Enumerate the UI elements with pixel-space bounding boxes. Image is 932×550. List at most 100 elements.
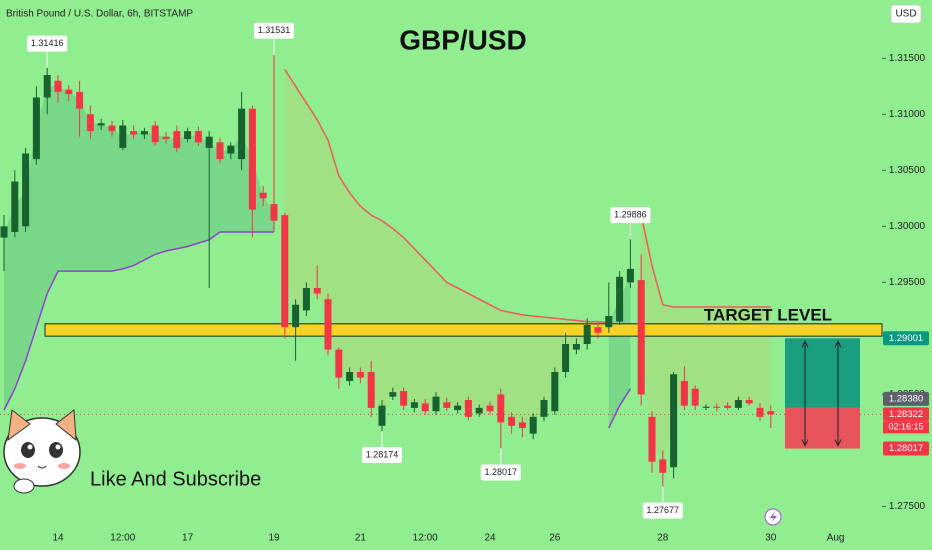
x-tick-label: Aug xyxy=(827,533,845,544)
candle-body xyxy=(767,411,775,415)
candle-body xyxy=(32,97,40,160)
candle-body xyxy=(0,226,8,238)
x-tick-label: 14 xyxy=(52,533,64,544)
callout-box xyxy=(254,22,294,39)
candle-body xyxy=(205,136,213,148)
candle-body xyxy=(302,287,310,311)
candle-body xyxy=(11,181,19,232)
candle-body xyxy=(65,89,73,95)
arrow-head xyxy=(801,439,809,447)
candle-body xyxy=(659,459,667,473)
currency: USD xyxy=(895,9,916,20)
entry-badge: 1.28380 xyxy=(889,393,923,404)
candle-body xyxy=(313,287,321,294)
candle-body xyxy=(400,391,408,406)
candle-body xyxy=(54,80,62,92)
y-tick-label: 1.30000 xyxy=(889,221,926,232)
candle-body xyxy=(486,405,494,412)
candle-body xyxy=(529,416,537,434)
trend-line xyxy=(640,214,771,308)
candle-body xyxy=(119,125,127,148)
candle-body xyxy=(648,416,656,462)
candle-body xyxy=(22,153,30,227)
candle-body xyxy=(184,131,192,139)
candle-body xyxy=(346,372,354,381)
entry-badge-box xyxy=(883,391,929,406)
promo-text: Like And Subscribe xyxy=(90,468,261,490)
callout-label: 1.27677 xyxy=(647,505,680,515)
candle-body xyxy=(43,75,51,98)
callout-label: 1.29886 xyxy=(614,209,647,219)
x-tick-label: 17 xyxy=(182,533,194,544)
candle-body xyxy=(680,380,688,406)
y-tick-label: 1.29500 xyxy=(889,277,926,288)
callout-label: 1.31531 xyxy=(258,25,291,35)
overlay: 1.31416 1.31531 1.28174 1.28017 1.29886 1.276… xyxy=(27,22,929,519)
candle-body xyxy=(605,315,613,328)
candle-body xyxy=(108,125,116,132)
arrow-head xyxy=(801,340,809,348)
candle-body xyxy=(324,299,332,350)
target-badge: 1.29001 xyxy=(889,333,923,344)
candle-body xyxy=(248,108,256,210)
candle-body xyxy=(194,131,202,143)
candle-body xyxy=(140,131,148,135)
x-tick-label: 26 xyxy=(549,533,561,544)
price-badge-box xyxy=(883,407,929,422)
price-badge: 1.28322 xyxy=(889,409,923,420)
callout-box xyxy=(480,464,521,481)
candle-body xyxy=(540,400,548,417)
candle-body xyxy=(421,403,429,412)
target-badge-box xyxy=(883,331,929,346)
chart-title: GBP/USD xyxy=(399,24,527,55)
candle-body xyxy=(518,422,526,429)
x-tick-label: 28 xyxy=(657,533,669,544)
candle-body xyxy=(551,372,559,412)
arrow-head xyxy=(834,439,842,447)
countdown-box xyxy=(883,421,929,434)
countdown: 02:16:15 xyxy=(888,422,923,432)
candle-body xyxy=(508,416,516,426)
candle-body xyxy=(670,374,678,468)
arrow-head xyxy=(834,340,842,348)
candle-body xyxy=(281,215,289,328)
candle-body xyxy=(432,396,440,412)
trend-fill xyxy=(608,275,631,429)
trend-fill xyxy=(4,86,274,411)
candle-body xyxy=(454,405,462,411)
candle-body xyxy=(270,203,278,221)
currency-box[interactable] xyxy=(890,4,922,24)
candle-body xyxy=(475,407,483,414)
candle-body xyxy=(572,343,580,350)
callout-box xyxy=(610,207,651,224)
candle-body xyxy=(335,349,343,378)
x-tick-label: 21 xyxy=(355,533,367,544)
y-tick-label: 1.31000 xyxy=(889,109,926,120)
y-tick-label: 1.30500 xyxy=(889,165,926,176)
candle-body xyxy=(497,394,505,423)
candle-body xyxy=(443,402,451,408)
x-tick-label: 12:00 xyxy=(110,533,135,544)
candle-body xyxy=(151,125,159,143)
candle-body xyxy=(356,372,364,378)
x-tick-label: 12:00 xyxy=(413,533,438,544)
position-loss xyxy=(785,407,860,449)
callout-label: 1.28017 xyxy=(485,467,518,477)
position-profit xyxy=(785,338,860,408)
callout-box xyxy=(642,502,683,519)
candle-body xyxy=(626,268,634,283)
candle-body xyxy=(637,280,645,395)
candle-body xyxy=(238,108,246,160)
y-tick-label: 1.31500 xyxy=(889,53,926,64)
candle-body xyxy=(583,324,591,344)
callout-label: 1.31416 xyxy=(31,38,64,48)
candle-body xyxy=(389,392,397,397)
y-tick-label: 1.27500 xyxy=(889,501,926,512)
callout-box xyxy=(362,446,402,463)
callout-label: 1.28174 xyxy=(366,449,399,459)
x-tick-label: 19 xyxy=(268,533,280,544)
candle-body xyxy=(734,400,742,408)
candle-body xyxy=(216,142,224,160)
